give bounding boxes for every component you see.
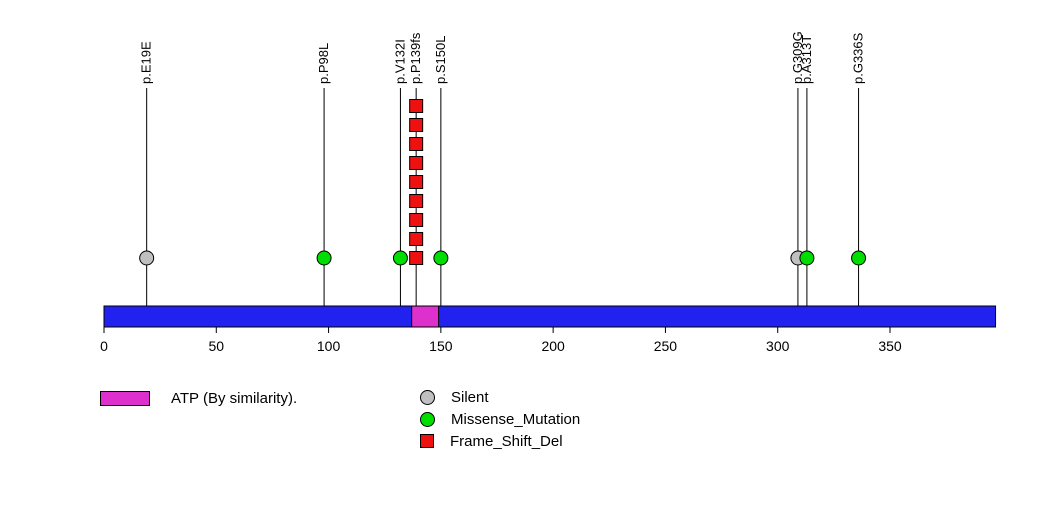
mutation-label: p.G309G <box>790 31 805 84</box>
mutation-marker <box>139 250 155 266</box>
mutation-label: p.V132I <box>392 39 407 84</box>
domain-region <box>411 305 440 328</box>
legend-label-silent: Silent <box>451 388 489 406</box>
legend-item-missense: Missense_Mutation <box>420 408 580 430</box>
mutation-marker <box>392 250 408 266</box>
legend-item-domain: ATP (By similarity). <box>100 390 297 407</box>
legend-item-silent: Silent <box>420 386 580 408</box>
mutation-marker <box>409 99 424 113</box>
axis-tick-label: 250 <box>654 338 678 354</box>
mutation-marker <box>409 137 424 151</box>
axis-tick-label: 0 <box>100 338 108 354</box>
axis-tick-label: 300 <box>766 338 790 354</box>
axis-tick-label: 100 <box>317 338 341 354</box>
axis-tick-label: 150 <box>429 338 453 354</box>
axis-tick-label: 200 <box>541 338 565 354</box>
mutation-marker <box>409 194 424 208</box>
mutation-marker <box>799 250 815 266</box>
mutation-marker <box>409 175 424 189</box>
missense-marker-icon <box>420 411 435 427</box>
axis-tick-label: 50 <box>208 338 224 354</box>
mutation-marker <box>409 251 424 265</box>
mutation-label: p.E19E <box>139 41 154 84</box>
frameshift-marker-icon <box>420 434 434 448</box>
legend-label-domain: ATP (By similarity). <box>171 390 298 407</box>
mutation-label: p.S150L <box>433 36 448 84</box>
mutation-marker <box>316 250 332 266</box>
mutation-label: p.A313T <box>799 35 814 84</box>
protein-backbone <box>103 305 997 328</box>
mutation-marker <box>409 118 424 132</box>
mutation-label: p.P98L <box>316 43 331 84</box>
legend-item-frameshift: Frame_Shift_Del <box>420 430 580 452</box>
mutation-label: p.G336S <box>851 32 866 84</box>
mutation-label: p.P139fs <box>408 32 423 84</box>
mutation-marker <box>409 232 424 246</box>
mutation-marker <box>851 250 867 266</box>
mutation-marker <box>409 213 424 227</box>
legend-mutation-types: Silent Missense_Mutation Frame_Shift_Del <box>420 386 580 452</box>
axis-tick-label: 350 <box>878 338 902 354</box>
mutation-marker <box>433 250 449 266</box>
domain-color-swatch <box>100 391 150 406</box>
mutation-marker <box>409 156 424 170</box>
legend-label-frameshift: Frame_Shift_Del <box>450 432 563 450</box>
legend-label-missense: Missense_Mutation <box>451 410 581 428</box>
silent-marker-icon <box>420 389 435 405</box>
